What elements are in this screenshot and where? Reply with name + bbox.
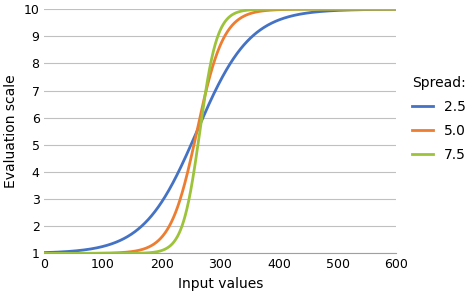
5.0 (393, 7, 399, 11)
2.5 (41, 251, 47, 254)
7.5 (60, 252, 65, 255)
5.0 (213, 56, 218, 59)
7.5 (383, 7, 389, 11)
5.0 (383, 7, 389, 11)
2.5 (383, 8, 389, 11)
2.5 (318, 10, 324, 13)
X-axis label: Input values: Input values (178, 277, 263, 291)
7.5 (318, 7, 324, 11)
2.5 (383, 8, 389, 11)
7.5 (383, 7, 389, 11)
5.0 (60, 252, 65, 255)
7.5 (203, 86, 209, 90)
Line: 5.0: 5.0 (44, 9, 396, 253)
Legend: 2.5, 5.0, 7.5: 2.5, 5.0, 7.5 (407, 71, 472, 167)
5.0 (318, 7, 324, 11)
2.5 (203, 109, 209, 112)
Y-axis label: Evaluation scale: Evaluation scale (4, 74, 18, 188)
Line: 7.5: 7.5 (44, 9, 396, 253)
Line: 2.5: 2.5 (44, 9, 396, 253)
5.0 (203, 88, 209, 92)
5.0 (41, 252, 47, 255)
7.5 (393, 7, 399, 11)
2.5 (60, 250, 65, 254)
7.5 (213, 42, 218, 45)
5.0 (383, 7, 389, 11)
7.5 (41, 252, 47, 255)
2.5 (393, 8, 399, 11)
2.5 (213, 88, 218, 92)
